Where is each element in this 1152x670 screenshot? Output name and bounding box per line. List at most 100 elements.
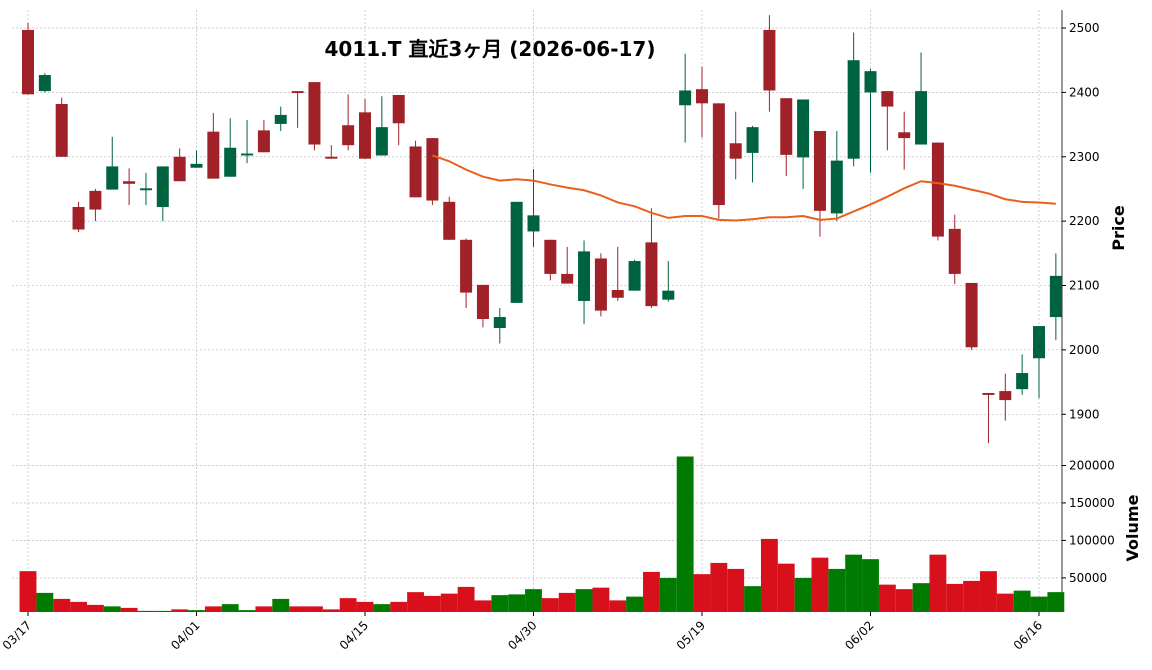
candle-body — [561, 273, 574, 284]
volume-bar — [693, 574, 711, 612]
volume-bar — [373, 604, 391, 612]
chart-title: 4011.T 直近3ヶ月 (2026-06-17) — [325, 37, 656, 61]
volume-bar — [744, 586, 761, 612]
volume-bar — [440, 593, 458, 612]
volume-bar — [171, 609, 189, 612]
volume-bar — [862, 559, 879, 612]
y-tick-label: 1900 — [1069, 407, 1100, 421]
y-tick-label: 2200 — [1069, 214, 1100, 228]
volume-bar — [103, 606, 121, 612]
volume-bar — [407, 592, 424, 612]
volume-bar — [137, 610, 155, 612]
candle-body — [156, 166, 169, 207]
volume-bar — [575, 589, 593, 612]
volume-bar — [508, 594, 526, 612]
candle-body — [173, 156, 186, 182]
candle-body — [510, 201, 523, 303]
volume-axis-label: Volume — [1123, 494, 1142, 561]
volume-bar — [53, 598, 71, 612]
x-tick-label: 05/19 — [674, 618, 708, 652]
volume-bar — [794, 577, 812, 612]
volume-bar — [895, 589, 913, 612]
candle-body — [729, 143, 742, 159]
volume-bar — [626, 596, 644, 612]
candle-body — [645, 242, 658, 307]
volume-bar — [339, 598, 357, 612]
candle-body — [274, 114, 287, 124]
candle-body — [426, 138, 439, 201]
volume-bar — [423, 595, 441, 612]
volume-bar — [878, 584, 896, 612]
volume-bar — [255, 606, 273, 612]
candle-body — [89, 190, 102, 210]
candle-body — [999, 391, 1012, 401]
candle-body — [864, 71, 877, 93]
candle-body — [392, 94, 405, 124]
volume-bar — [1013, 590, 1031, 612]
candle-body — [780, 98, 793, 155]
candle-body — [1033, 326, 1045, 359]
volume-bar — [356, 601, 374, 612]
volume-bar — [980, 571, 997, 612]
volume-bar — [777, 563, 795, 612]
volume-bar — [643, 571, 660, 612]
candle-body — [493, 317, 506, 328]
volume-bar — [457, 586, 475, 612]
candle-body — [38, 75, 51, 92]
candle-body — [190, 163, 203, 168]
volume-bar — [659, 577, 677, 612]
volume-bar — [19, 571, 37, 612]
volume-bar — [592, 587, 610, 612]
candle-body — [931, 142, 944, 237]
candle-body — [965, 282, 978, 348]
candle-body — [797, 99, 810, 158]
volume-bar — [811, 557, 829, 612]
volume-bar — [710, 562, 728, 612]
volume-bar — [828, 568, 846, 612]
candle-body — [1016, 373, 1029, 390]
volume-bar — [188, 610, 205, 612]
candle-body — [679, 90, 692, 106]
x-tick-label: 04/01 — [168, 618, 202, 652]
candle-body — [544, 239, 557, 274]
candle-body — [696, 89, 708, 104]
candle-body — [460, 239, 473, 293]
candle-body — [22, 29, 34, 95]
y-tick-label: 150000 — [1069, 496, 1115, 510]
candle-body — [628, 261, 641, 291]
candle-body — [830, 160, 843, 214]
y-tick-label: 2400 — [1069, 85, 1100, 99]
candle-body — [476, 284, 489, 319]
volume-bar — [541, 598, 559, 612]
volume-bar — [963, 580, 981, 612]
volume-bar — [525, 589, 542, 612]
volume-bar — [289, 606, 307, 612]
volume-bar — [912, 583, 930, 612]
volume-bar — [120, 607, 138, 612]
volume-bar — [727, 568, 745, 612]
volume-bar — [609, 600, 627, 612]
candle-body — [948, 228, 961, 274]
volume-bar — [946, 583, 964, 612]
candle-body — [409, 146, 422, 198]
candle-body — [257, 130, 270, 153]
volume-bar — [86, 604, 104, 612]
candle-body — [763, 29, 776, 91]
candle-body — [342, 125, 355, 146]
volume-bar — [390, 601, 408, 612]
candle-body — [982, 393, 995, 395]
volume-bar — [1047, 592, 1065, 612]
y-tick-label: 2300 — [1069, 150, 1100, 164]
x-tick-label: 06/02 — [842, 618, 876, 652]
volume-bar — [760, 538, 778, 612]
volume-bar — [154, 610, 172, 612]
candle-body — [375, 127, 388, 156]
volume-bar — [676, 456, 694, 612]
candle-body — [55, 103, 68, 157]
volume-bar — [929, 554, 947, 612]
volume-bar — [70, 601, 87, 612]
volume-bar — [558, 592, 576, 612]
candle-body — [746, 127, 759, 153]
volume-bar — [1030, 596, 1048, 612]
volume-bar — [272, 598, 290, 612]
